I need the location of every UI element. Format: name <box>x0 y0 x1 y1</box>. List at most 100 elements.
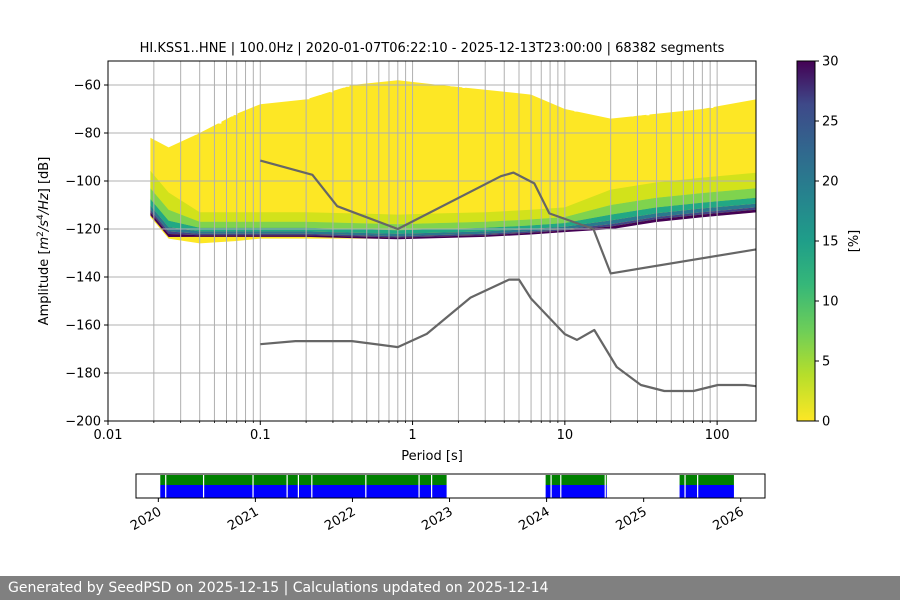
density-speckle <box>490 81 494 85</box>
density-speckle <box>630 110 634 114</box>
timeline-data-bar <box>545 485 607 498</box>
density-speckle <box>162 127 166 131</box>
density-speckle <box>442 70 446 74</box>
y-tick-label: −60 <box>74 79 101 94</box>
psd-figure: HI.KSS1..HNE | 100.0Hz | 2020-01-07T06:2… <box>36 41 862 534</box>
density-speckle <box>326 87 330 91</box>
density-speckle <box>638 112 642 116</box>
density-speckle <box>274 92 278 96</box>
density-speckle <box>638 100 642 104</box>
density-speckle <box>402 76 406 80</box>
y-tick-label: −160 <box>65 319 101 334</box>
plot-frame <box>107 60 757 422</box>
density-speckle <box>194 124 198 127</box>
density-mode-band <box>150 197 756 234</box>
colorbar-tick-label: 5 <box>822 355 830 370</box>
density-speckle <box>550 89 554 93</box>
timeline-gap <box>311 475 313 498</box>
timeline-gap <box>560 475 562 498</box>
density-speckle <box>190 133 194 137</box>
density-speckle <box>742 91 746 95</box>
density-speckle <box>386 76 390 80</box>
psd-plot-area: 0.01 0.1 1 10 100 −60 −80 −100 −120 −140 −160 −180… <box>65 60 757 443</box>
density-speckle <box>342 84 346 88</box>
density-speckle <box>526 84 530 88</box>
density-speckle <box>422 70 426 74</box>
density-speckle <box>162 136 166 140</box>
y-tick-label: −80 <box>74 127 101 142</box>
density-speckle <box>366 76 370 80</box>
density-speckle <box>322 86 326 90</box>
density-speckle <box>738 98 742 102</box>
density-speckle <box>302 94 306 98</box>
timeline-segments-bar <box>545 475 607 485</box>
chart-title: HI.KSS1..HNE | 100.0Hz | 2020-01-07T06:2… <box>140 41 725 56</box>
colorbar-tick-label: 0 <box>822 415 830 430</box>
density-speckle <box>670 107 674 111</box>
density-speckle <box>710 105 714 108</box>
timeline-gap <box>697 475 699 498</box>
density-speckle <box>414 70 418 73</box>
density-speckle <box>406 70 410 74</box>
timeline-gap <box>604 475 606 498</box>
timeline-gap <box>165 475 167 498</box>
density-speckle <box>594 109 598 113</box>
density-speckle <box>582 106 586 110</box>
density-speckle <box>202 123 206 127</box>
density-speckle <box>282 90 286 94</box>
density-speckle <box>210 115 214 119</box>
density-speckle <box>182 135 186 139</box>
density-speckle <box>602 107 606 111</box>
density-speckle <box>374 74 378 78</box>
density-speckle <box>446 71 450 74</box>
x-tick-label: 0.1 <box>250 428 271 443</box>
density-speckle <box>682 105 686 109</box>
density-speckle <box>542 82 546 86</box>
timeline-tick-label: 2020 <box>128 504 164 534</box>
density-speckle <box>326 81 330 85</box>
density-speckle <box>714 103 718 107</box>
colorbar-bar <box>796 60 816 422</box>
density-speckle <box>562 91 566 95</box>
density-speckle <box>622 110 626 114</box>
y-tick-label: −200 <box>65 415 101 430</box>
density-speckle <box>330 79 334 83</box>
noise-models <box>260 159 756 393</box>
density-speckle <box>494 79 498 83</box>
colorbar-tick-label: 20 <box>822 175 839 190</box>
density-speckle <box>426 77 430 81</box>
density-speckle <box>318 91 322 95</box>
density-speckle <box>518 85 522 88</box>
density-speckle <box>218 110 222 114</box>
density-speckle <box>574 94 578 98</box>
timeline-gap <box>684 475 686 498</box>
density-speckle <box>434 72 438 76</box>
timeline-gap <box>202 475 205 498</box>
density-speckle <box>746 94 750 98</box>
density-speckle <box>526 78 530 82</box>
density-speckle <box>386 69 390 73</box>
density-speckle <box>694 104 698 108</box>
density-speckle <box>242 104 246 108</box>
density-speckle <box>654 108 658 112</box>
density-speckle <box>558 94 562 97</box>
density-speckle <box>666 97 670 101</box>
density-speckle <box>694 102 698 106</box>
colorbar-ticks: 0 5 10 15 20 25 30 <box>815 55 839 430</box>
density-speckle <box>642 102 646 106</box>
density-speckle <box>722 94 726 98</box>
density-speckle <box>718 96 722 100</box>
density-speckle <box>478 78 482 81</box>
density-speckle <box>622 103 626 107</box>
density-speckle <box>230 113 234 117</box>
density-speckle <box>714 91 718 95</box>
density-speckle <box>314 81 318 85</box>
density-speckle <box>278 89 282 93</box>
density-speckle <box>462 85 466 88</box>
density-speckle <box>594 106 598 110</box>
density-speckle <box>418 76 422 80</box>
density-speckle <box>734 94 738 98</box>
density-speckle <box>446 78 450 82</box>
x-tick-label: 10 <box>557 428 574 443</box>
timeline-gap <box>286 475 288 498</box>
